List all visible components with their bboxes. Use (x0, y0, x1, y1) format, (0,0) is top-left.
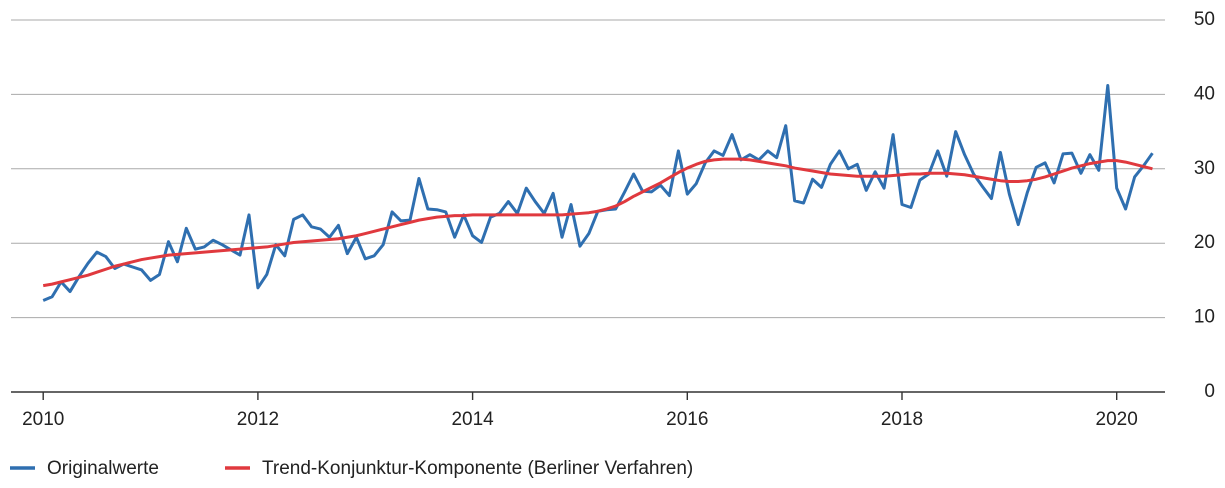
x-tick-label: 2014 (451, 409, 494, 430)
y-tick-label: 0 (1204, 381, 1215, 402)
series-line (42, 157, 1153, 288)
y-tick-label: 10 (1194, 307, 1215, 328)
x-tick-label: 2020 (1096, 409, 1138, 430)
y-tick-label: 40 (1194, 83, 1215, 104)
y-tick-label: 30 (1194, 158, 1215, 179)
y-tick-label: 20 (1194, 232, 1215, 253)
x-tick-label: 2012 (237, 409, 279, 430)
y-tick-label: 50 (1194, 9, 1215, 30)
x-tick-label: 2016 (666, 409, 708, 430)
x-tick-label: 2010 (22, 409, 64, 430)
series-line (42, 83, 1154, 302)
legend-label: Originalwerte (47, 458, 159, 479)
legend-label: Trend-Konjunktur-Komponente (Berliner Ve… (262, 458, 693, 479)
x-tick-label: 2018 (881, 409, 923, 430)
